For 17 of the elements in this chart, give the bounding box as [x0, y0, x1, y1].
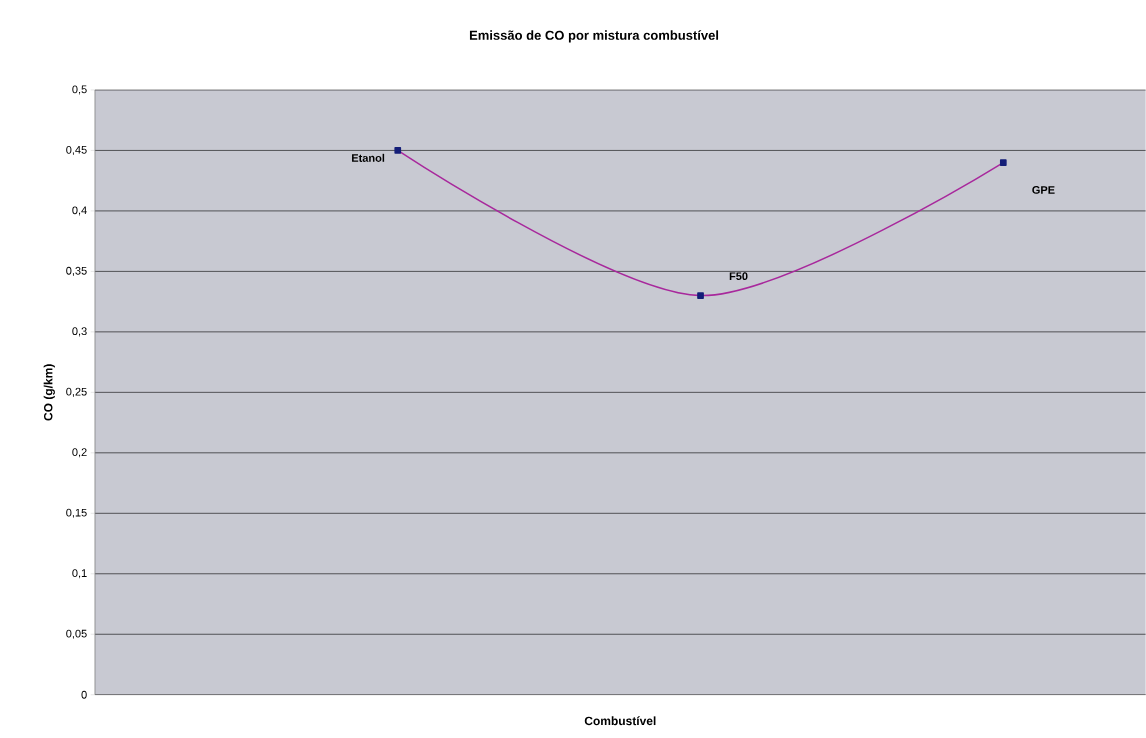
y-tick-label: 0,35	[66, 267, 87, 277]
y-tick-label: 0,4	[72, 206, 87, 216]
x-tick-label: GPE	[1032, 186, 1055, 194]
y-tick-label: 0,1	[72, 569, 87, 579]
y-tick-label: 0,45	[66, 146, 87, 156]
y-axis-title: CO (g/km)	[43, 364, 55, 421]
y-tick-label: 0,15	[66, 508, 87, 518]
x-tick-label: F50	[729, 272, 748, 281]
x-tick-label: Etanol	[352, 153, 385, 163]
x-axis-title: Combustível	[584, 716, 656, 726]
y-tick-label: 0	[81, 690, 87, 699]
y-tick-label: 0,05	[66, 629, 87, 639]
chart-title: Emissão de CO por mistura combustível	[469, 30, 719, 43]
y-tick-label: 0,3	[72, 327, 87, 337]
y-tick-label: 0,5	[72, 85, 87, 95]
y-tick-label: 0,2	[72, 448, 87, 458]
y-tick-label: 0,25	[66, 387, 87, 398]
